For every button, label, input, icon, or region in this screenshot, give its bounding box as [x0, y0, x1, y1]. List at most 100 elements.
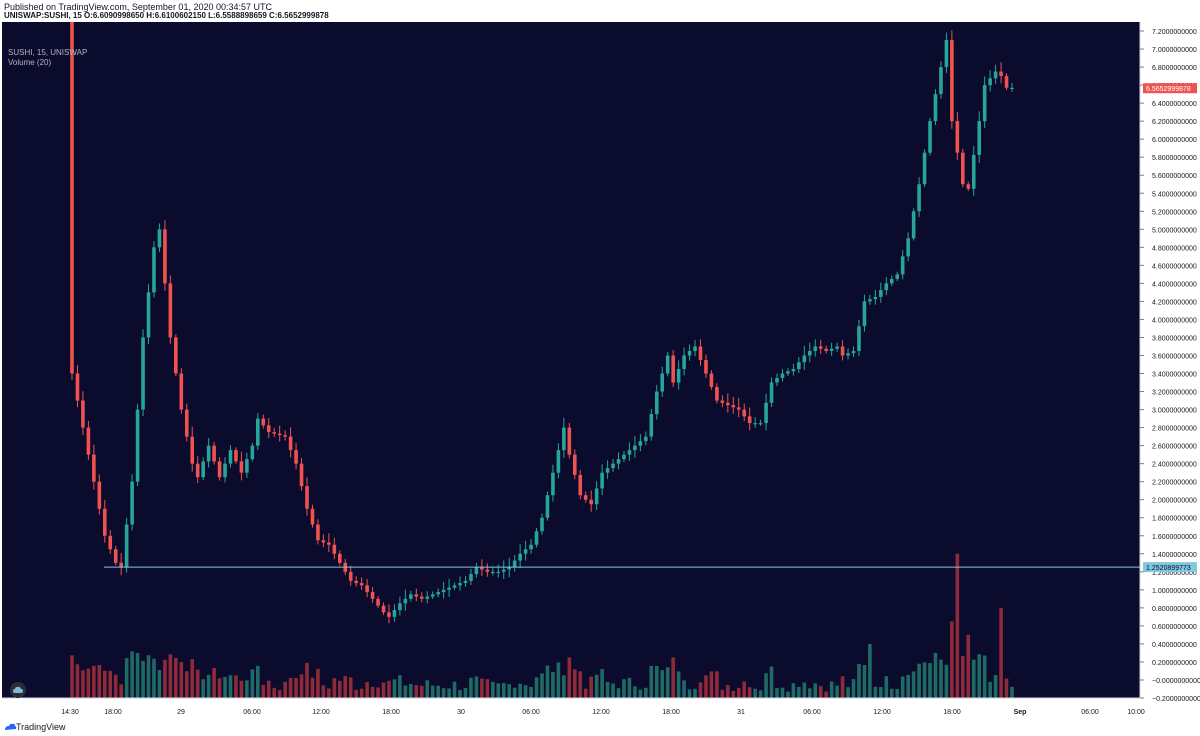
candle-body [179, 373, 184, 410]
volume-bar [589, 676, 593, 698]
volume-bar [857, 663, 861, 698]
candle-body [731, 405, 736, 408]
time-tick-label: 18:00 [382, 709, 400, 716]
volume-bar [332, 678, 337, 698]
volume-bar [228, 675, 233, 698]
volume-bar [348, 677, 353, 698]
volume-bar [365, 681, 369, 698]
candle-body [961, 152, 965, 185]
symbol-legend[interactable]: SUSHI, 15, UNISWAP [8, 48, 88, 57]
candle-body [195, 463, 200, 478]
volume-bar [146, 655, 151, 698]
time-tick-label: 12:00 [312, 709, 330, 716]
candle-body [441, 589, 446, 593]
volume-bar [884, 676, 889, 698]
last-price-label: 6.5652999878 [1146, 86, 1191, 93]
volume-bar [463, 688, 468, 698]
candle-body [228, 450, 233, 464]
volume-bar [775, 688, 779, 698]
candle-body [600, 472, 604, 489]
chart-settings-button[interactable] [10, 682, 26, 698]
candle-body [234, 450, 238, 462]
candle-body [676, 369, 681, 383]
time-tick-label: 06:00 [243, 709, 261, 716]
volume-bar [840, 676, 845, 698]
volume-bar [726, 685, 730, 698]
candle-body [654, 391, 659, 415]
chart-area[interactable]: 7.20000000007.00000000006.80000000006.60… [0, 22, 1200, 718]
volume-bar [496, 683, 501, 698]
volume-bar [917, 663, 921, 698]
volume-bar [179, 662, 184, 698]
candle-body [458, 583, 462, 586]
candle-body [419, 596, 424, 599]
candle-body [818, 346, 823, 349]
price-tick-label: 5.8000000000 [1152, 155, 1197, 162]
candle-body [75, 373, 80, 401]
price-tick-label: 1.6000000000 [1152, 534, 1197, 541]
candle-body [572, 454, 577, 475]
volume-bar [562, 675, 566, 698]
candle-body [70, 22, 74, 374]
candle-body [917, 184, 921, 212]
candle-body [551, 472, 555, 496]
price-tick-label: 2.2000000000 [1152, 480, 1197, 487]
candle-body [469, 574, 473, 581]
candle-body [119, 562, 123, 568]
volume-bar [534, 677, 539, 698]
volume-bar [256, 665, 260, 698]
volume-bar [430, 685, 435, 698]
tradingview-brand[interactable]: TradingView [16, 722, 66, 732]
candle-body [540, 517, 544, 532]
candle-body [807, 350, 812, 356]
volume-bar [474, 676, 479, 698]
volume-bar [381, 682, 386, 698]
candle-body [868, 299, 872, 302]
candle-body [376, 598, 380, 606]
volume-bar [971, 659, 976, 698]
candle-body [939, 67, 943, 95]
volume-bar [999, 607, 1003, 698]
candle-body [567, 427, 572, 455]
volume-legend[interactable]: Volume (20) [8, 58, 52, 67]
candle-body [294, 450, 298, 464]
candle-body [414, 594, 419, 597]
volume-bar [873, 686, 878, 698]
candle-body [704, 360, 708, 374]
price-tick-label: 2.8000000000 [1152, 426, 1197, 433]
candle-body [813, 346, 818, 351]
candle-body [829, 348, 834, 351]
candle-body [256, 418, 260, 446]
volume-bar [354, 689, 358, 698]
candle-body [851, 350, 856, 354]
volume-bar [141, 660, 145, 698]
volume-bar [239, 680, 244, 698]
candle-body [884, 283, 889, 291]
candle-body [480, 567, 484, 570]
volume-bar [392, 679, 397, 698]
price-tick-label: −0.0000000000 [1152, 678, 1200, 685]
candle-body [709, 373, 714, 388]
candle-body [359, 583, 364, 586]
volume-bar [92, 665, 96, 698]
volume-bar [174, 658, 178, 698]
candle-body [906, 238, 910, 257]
volume-bar [911, 671, 916, 698]
volume-bar [135, 653, 140, 698]
volume-bar [671, 657, 675, 698]
candle-body [86, 427, 91, 455]
plot-background [2, 22, 1140, 698]
candle-body [452, 585, 457, 588]
volume-bar [518, 683, 522, 698]
volume-bar [485, 679, 490, 698]
volume-bar [802, 682, 807, 698]
price-tick-label: 0.8000000000 [1152, 606, 1197, 613]
volume-bar [906, 674, 910, 698]
volume-bar [409, 683, 413, 698]
volume-bar [900, 676, 905, 698]
price-chart[interactable]: 7.20000000007.00000000006.80000000006.60… [0, 22, 1200, 718]
volume-bar [201, 679, 205, 698]
volume-bar [600, 669, 604, 698]
volume-bar [337, 680, 342, 698]
candle-body [239, 461, 244, 473]
